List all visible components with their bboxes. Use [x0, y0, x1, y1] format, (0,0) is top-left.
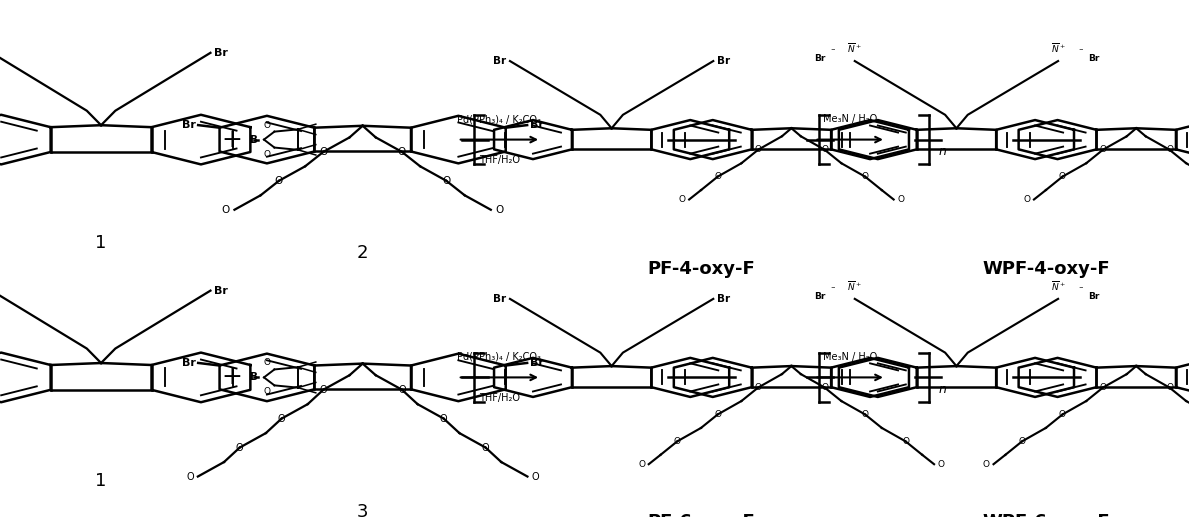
Text: 3: 3 — [357, 503, 369, 517]
Text: n: n — [939, 383, 946, 396]
Text: $^-$: $^-$ — [1077, 46, 1084, 55]
Text: Br: Br — [182, 358, 196, 368]
Text: O: O — [398, 385, 405, 394]
Text: B: B — [251, 372, 258, 383]
Text: O: O — [1100, 383, 1107, 392]
Text: O: O — [715, 410, 722, 419]
Text: O: O — [221, 205, 229, 215]
Text: O: O — [278, 414, 285, 423]
Text: O: O — [440, 414, 447, 423]
Text: O: O — [898, 195, 904, 204]
Text: O: O — [235, 443, 244, 452]
Text: Br: Br — [717, 56, 730, 66]
Text: +: + — [221, 128, 243, 151]
Text: O: O — [862, 410, 869, 419]
Text: O: O — [1100, 145, 1107, 154]
Text: O: O — [679, 195, 686, 204]
Text: WPF-4-oxy-F: WPF-4-oxy-F — [982, 260, 1111, 278]
Text: O: O — [1059, 410, 1067, 419]
Text: Br: Br — [493, 294, 507, 304]
Text: O: O — [755, 383, 762, 392]
Text: O: O — [674, 437, 681, 446]
Text: $^-$: $^-$ — [1077, 284, 1084, 293]
Text: $^-$: $^-$ — [829, 46, 836, 55]
Text: $^-$: $^-$ — [829, 284, 836, 293]
Text: O: O — [442, 176, 451, 186]
Text: O: O — [822, 145, 829, 154]
Text: O: O — [187, 472, 194, 481]
Text: 2: 2 — [357, 245, 369, 262]
Text: O: O — [755, 145, 762, 154]
Text: O: O — [320, 147, 327, 157]
Text: O: O — [496, 205, 504, 215]
Text: O: O — [1059, 172, 1067, 181]
Text: Br: Br — [529, 120, 543, 130]
Text: O: O — [264, 120, 271, 130]
Text: $\overline{N}$$^+$: $\overline{N}$$^+$ — [848, 41, 862, 55]
Text: O: O — [1019, 437, 1026, 446]
Text: WPF-6-oxy-F: WPF-6-oxy-F — [982, 513, 1111, 517]
Text: Me₃N / H₂O: Me₃N / H₂O — [823, 114, 877, 124]
Text: +: + — [221, 366, 243, 389]
Text: O: O — [1024, 195, 1031, 204]
Text: 1: 1 — [95, 234, 107, 252]
Text: O: O — [264, 387, 271, 397]
Text: PF-4-oxy-F: PF-4-oxy-F — [648, 260, 755, 278]
Text: Br: Br — [493, 56, 507, 66]
Text: Br: Br — [1088, 292, 1099, 301]
Text: $\overline{N}$$^+$: $\overline{N}$$^+$ — [1051, 41, 1065, 55]
Text: Br: Br — [813, 292, 825, 301]
Text: B: B — [251, 134, 258, 145]
Text: Br: Br — [1088, 54, 1099, 63]
Text: Br: Br — [214, 285, 228, 296]
Text: Me₃N / H₂O: Me₃N / H₂O — [823, 352, 877, 362]
Text: Pd(PPh₃)₄ / K₂CO₃: Pd(PPh₃)₄ / K₂CO₃ — [458, 114, 541, 124]
Text: O: O — [398, 147, 405, 157]
Text: n: n — [939, 145, 946, 158]
Text: $\overline{N}$$^+$: $\overline{N}$$^+$ — [848, 279, 862, 293]
Text: 1: 1 — [95, 472, 107, 490]
Text: Br: Br — [717, 294, 730, 304]
Text: O: O — [862, 172, 869, 181]
Text: Br: Br — [182, 120, 196, 130]
Text: PF-6-oxy-F: PF-6-oxy-F — [648, 513, 755, 517]
Text: O: O — [275, 176, 283, 186]
Text: O: O — [983, 460, 990, 469]
Text: O: O — [938, 460, 944, 469]
Text: Br: Br — [529, 358, 543, 368]
Text: O: O — [482, 443, 490, 452]
Text: O: O — [264, 149, 271, 159]
Text: Pd(PPh₃)₄ / K₂CO₃: Pd(PPh₃)₄ / K₂CO₃ — [458, 352, 541, 362]
Text: O: O — [1166, 383, 1174, 392]
Text: Br: Br — [813, 54, 825, 63]
Text: O: O — [531, 472, 539, 481]
Text: THF/H₂O: THF/H₂O — [479, 155, 520, 165]
Text: THF/H₂O: THF/H₂O — [479, 393, 520, 403]
Text: O: O — [320, 385, 327, 394]
Text: O: O — [638, 460, 646, 469]
Text: O: O — [264, 358, 271, 368]
Text: O: O — [822, 383, 829, 392]
Text: $\overline{N}$$^+$: $\overline{N}$$^+$ — [1051, 279, 1065, 293]
Text: O: O — [1166, 145, 1174, 154]
Text: O: O — [715, 172, 722, 181]
Text: Br: Br — [214, 48, 228, 58]
Text: O: O — [902, 437, 910, 446]
